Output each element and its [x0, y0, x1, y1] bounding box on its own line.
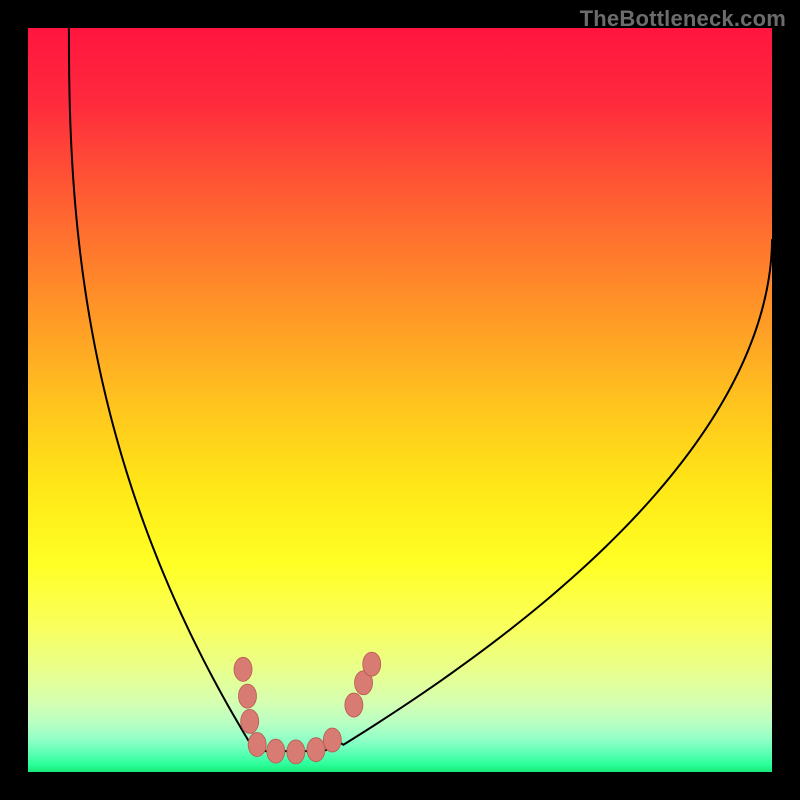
data-marker: [307, 738, 325, 762]
data-marker: [323, 728, 341, 752]
data-marker: [267, 739, 285, 763]
data-marker: [241, 709, 259, 733]
chart-frame: TheBottleneck.com: [0, 0, 800, 800]
plot-area: [28, 28, 772, 772]
heatmap-background: [28, 28, 772, 772]
data-marker: [234, 657, 252, 681]
data-marker: [363, 652, 381, 676]
chart-svg: [28, 28, 772, 772]
data-marker: [287, 740, 305, 764]
data-marker: [345, 693, 363, 717]
data-marker: [248, 732, 266, 756]
data-marker: [238, 684, 256, 708]
